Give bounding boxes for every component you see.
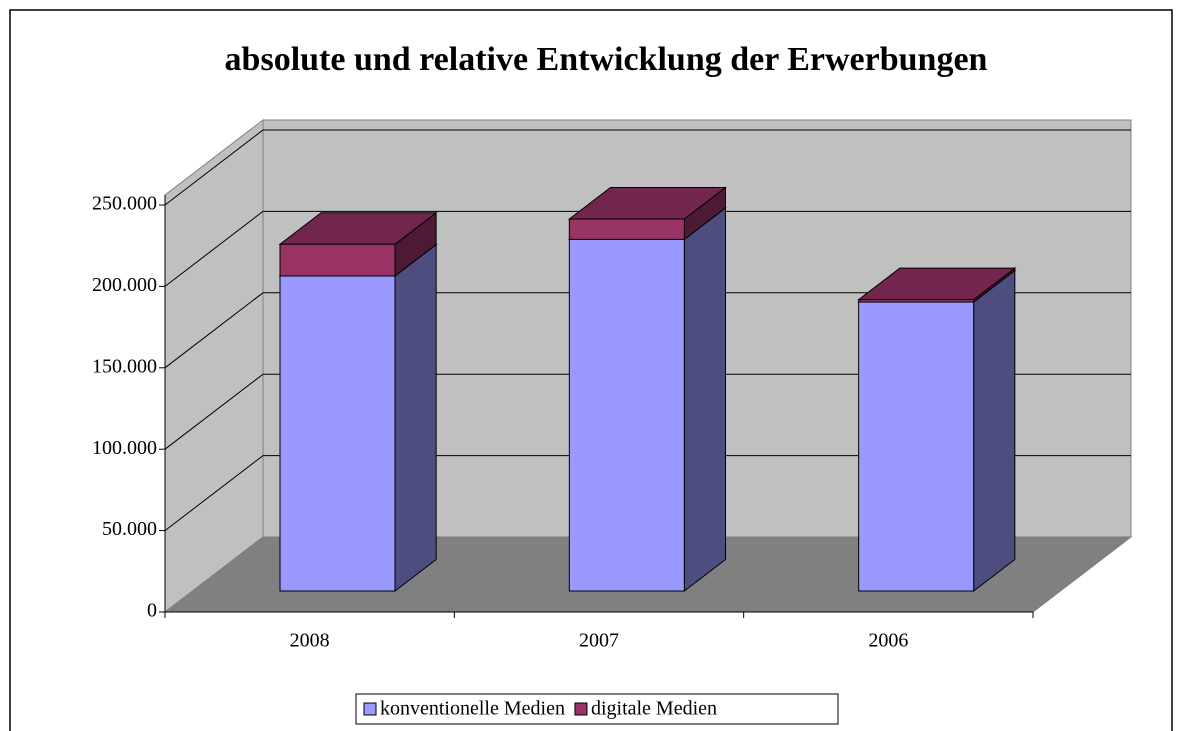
legend: konventionelle Medien digitale Medien <box>355 693 839 725</box>
grid-line <box>164 210 1131 287</box>
grid-line <box>164 455 1131 531</box>
bar-side <box>683 206 726 593</box>
legend-label: konventionelle Medien <box>380 698 565 720</box>
legend-swatch <box>363 702 377 716</box>
x-tick-label: 2007 <box>579 630 619 652</box>
bar-segment <box>278 211 438 277</box>
plot: 0 50.000 100.000 150.000 200.000 250.000 2008 2… <box>92 118 1133 652</box>
x-tick-label: 2008 <box>290 630 330 652</box>
legend-box <box>355 693 839 725</box>
bar-side <box>973 269 1016 593</box>
y-tick-label: 250.000 <box>92 193 157 215</box>
y-tick-label: 0 <box>147 600 157 622</box>
grid-line <box>164 129 1131 206</box>
bar-segment <box>278 243 438 593</box>
legend-label: digitale Medien <box>591 698 717 720</box>
bar-front <box>568 238 685 592</box>
legend-swatch <box>574 702 588 716</box>
bar-segment <box>857 269 1017 593</box>
y-tick-label: 50.000 <box>102 518 157 540</box>
bar-segment <box>857 267 1017 304</box>
bar-front <box>279 275 396 592</box>
y-tick-label: 200.000 <box>92 274 157 296</box>
bar-front <box>568 218 685 240</box>
bar-front <box>858 301 975 592</box>
chart-title: absolute und relative Entwicklung der Er… <box>225 41 988 78</box>
grid-line <box>164 292 1131 369</box>
bar-side <box>394 243 437 593</box>
bar-segment <box>567 186 727 241</box>
bar-front <box>279 243 396 277</box>
bar-front <box>858 299 975 303</box>
y-tick-label: 150.000 <box>92 355 157 377</box>
y-tick-label: 100.000 <box>92 437 157 459</box>
x-tick-label: 2006 <box>868 630 908 652</box>
grid-line <box>164 373 1131 450</box>
bar-segment <box>567 206 727 593</box>
